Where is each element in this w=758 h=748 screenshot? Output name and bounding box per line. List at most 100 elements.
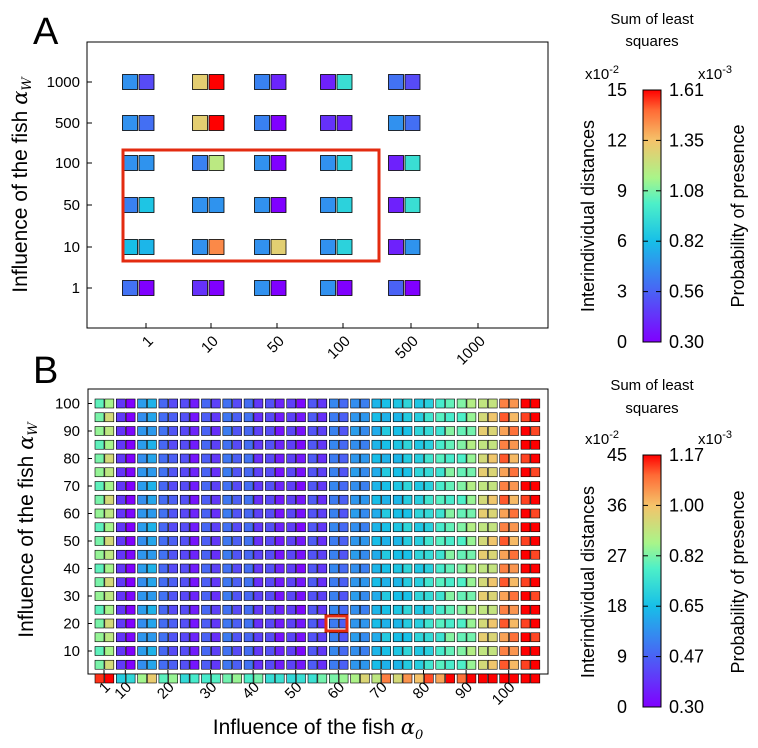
cell-b-distance [392, 618, 403, 629]
cell-b-presence [509, 412, 519, 423]
cell-b-distance [243, 467, 254, 478]
cell-b-presence [125, 398, 136, 409]
cell-b-distance [350, 632, 360, 643]
cell-b-presence [296, 481, 306, 491]
cell-b-distance [243, 439, 254, 450]
cell-b-presence [274, 563, 285, 574]
colorbar-b-gradient [642, 454, 662, 708]
cell-b-presence [402, 453, 413, 464]
cell-b-distance [499, 549, 510, 560]
cell-b-distance [116, 632, 126, 643]
cell-b-distance [94, 563, 105, 574]
cell-b-distance [158, 522, 169, 533]
cell-b-presence [125, 591, 136, 601]
cell-b-distance [414, 577, 424, 588]
cell-b-distance [243, 398, 254, 409]
panel-b-y-tick-label: 100 [55, 396, 80, 413]
cell-b-distance [307, 646, 318, 656]
cell-b-distance [94, 618, 105, 629]
cell-b-presence [168, 646, 178, 656]
cell-b-distance [414, 398, 424, 409]
cell-b-presence [487, 453, 498, 464]
cell-b-presence [381, 646, 392, 656]
cell-b-presence [189, 522, 200, 533]
cell-b-presence [147, 426, 157, 436]
cell-b-presence [253, 577, 264, 588]
cell-b-distance [116, 494, 126, 505]
colorbar-right-tick-label: 1.17 [669, 445, 704, 465]
cell-b-distance [478, 494, 488, 505]
cell-b-presence [509, 439, 519, 450]
cell-a-distance [192, 197, 208, 213]
cell-b-distance [222, 563, 233, 574]
cell-b-distance [520, 659, 531, 670]
cell-b-presence [317, 632, 328, 643]
cell-b-distance [478, 632, 488, 643]
cell-b-distance [350, 577, 360, 588]
cell-b-distance [478, 453, 488, 464]
cell-a-presence [208, 74, 225, 90]
cell-b-distance [456, 398, 467, 409]
cell-b-distance [286, 494, 297, 505]
colorbar-b-right-label: Probability of presence [728, 490, 748, 673]
cell-b-presence [104, 632, 115, 643]
panel-b-highlight-box [324, 614, 349, 633]
cell-b-distance [414, 563, 424, 574]
cell-b-presence [125, 426, 136, 436]
cell-b-distance [286, 632, 297, 643]
cell-b-presence [211, 549, 221, 560]
cell-b-presence [423, 577, 434, 588]
cell-b-presence [274, 453, 285, 464]
cell-b-presence [402, 577, 413, 588]
cell-b-distance [137, 522, 147, 533]
cell-b-distance [265, 618, 275, 629]
cell-b-distance [222, 453, 233, 464]
cell-b-presence [168, 494, 178, 505]
cell-b-distance [328, 398, 339, 409]
cell-b-distance [371, 646, 382, 656]
cell-b-presence [274, 604, 285, 615]
cell-b-presence [445, 646, 455, 656]
cell-b-presence [402, 398, 413, 409]
cell-b-distance [137, 508, 147, 519]
panel-a-x-tick-label: 1000 [453, 333, 489, 369]
cell-b-distance [179, 508, 190, 519]
cell-b-distance [201, 673, 211, 684]
cell-b-distance [307, 659, 318, 670]
cell-b-distance [179, 522, 190, 533]
cell-b-distance [328, 467, 339, 478]
cell-b-distance [265, 604, 275, 615]
cell-b-presence [381, 549, 392, 560]
cell-b-distance [307, 604, 318, 615]
cell-b-distance [137, 426, 147, 436]
cell-b-distance [243, 604, 254, 615]
cell-b-distance [328, 412, 339, 423]
cell-b-presence [104, 563, 115, 574]
cell-b-presence [189, 508, 200, 519]
cell-b-presence [104, 467, 115, 478]
cell-b-presence [338, 439, 349, 450]
cell-b-distance [328, 536, 339, 546]
cell-b-distance [179, 426, 190, 436]
cell-b-presence [402, 659, 413, 670]
cell-b-distance [371, 591, 382, 601]
cell-b-presence [168, 618, 178, 629]
cell-b-distance [137, 549, 147, 560]
cell-b-distance [499, 646, 510, 656]
cell-b-distance [435, 508, 446, 519]
cell-b-presence [338, 412, 349, 423]
cell-b-distance [265, 549, 275, 560]
cell-b-distance [179, 646, 190, 656]
cell-b-distance [328, 618, 339, 629]
cell-b-distance [265, 673, 275, 684]
cell-a-presence [208, 280, 225, 296]
cell-b-presence [530, 494, 541, 505]
colorbar-b-left-label: Interindividual distances [578, 486, 598, 678]
cell-b-distance [222, 412, 233, 423]
cell-b-distance [222, 632, 233, 643]
cell-b-distance [243, 508, 254, 519]
colorbar-b-title-line2: squares [625, 400, 678, 417]
cell-b-distance [222, 467, 233, 478]
cell-b-presence [147, 481, 157, 491]
cell-b-presence [338, 426, 349, 436]
